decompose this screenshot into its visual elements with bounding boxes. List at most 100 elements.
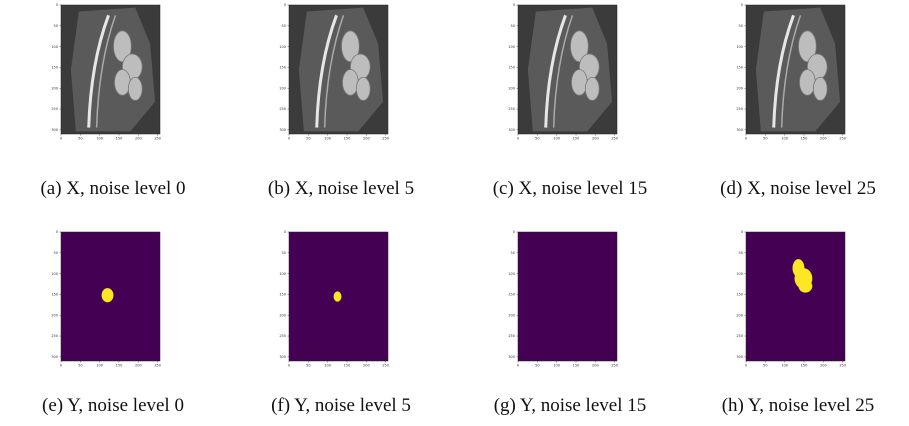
organ xyxy=(584,76,600,101)
x-tick-label: 50 xyxy=(763,137,767,141)
subfigure: 0 50 100 150 200 250 300 0 50 100 150 200 250 (h) Y, … xyxy=(722,230,875,416)
spine-edge xyxy=(95,15,117,128)
x-tick-label: 150 xyxy=(801,364,808,368)
spine-edge xyxy=(552,15,574,128)
x-tick-label: 250 xyxy=(611,364,618,368)
spine xyxy=(87,14,110,128)
x-tick-label: 0 xyxy=(517,137,519,141)
subfigure: 0 50 100 150 200 250 300 0 50 100 150 200 250 (a) X, … xyxy=(40,3,185,199)
y-tick-label: 300 xyxy=(51,355,58,359)
y-tick-label: 200 xyxy=(51,86,58,90)
y-tick-label: 150 xyxy=(736,293,743,297)
y-tick-label: 200 xyxy=(508,86,515,90)
caption: (f) Y, noise level 5 xyxy=(271,395,411,416)
body-region xyxy=(527,7,613,132)
y-tick-label: 100 xyxy=(736,272,743,276)
organ xyxy=(355,76,371,101)
y-tick-label: 250 xyxy=(51,334,58,338)
x-tick-label: 100 xyxy=(324,137,331,141)
x-tick-label: 50 xyxy=(535,137,539,141)
x-tick-label: 250 xyxy=(154,137,161,141)
y-tick-label: 150 xyxy=(279,66,286,70)
x-tick-label: 100 xyxy=(553,364,560,368)
y-tick-label: 0 xyxy=(741,3,743,7)
caption: (c) X, noise level 15 xyxy=(493,178,648,199)
y-tick-label: 50 xyxy=(511,251,515,255)
x-tick-label: 50 xyxy=(763,364,767,368)
y-tick-label: 150 xyxy=(508,66,515,70)
spine xyxy=(544,14,567,128)
y-tick-label: 0 xyxy=(284,3,286,7)
x-tick-label: 100 xyxy=(324,364,331,368)
y-tick-label: 250 xyxy=(51,107,58,111)
x-tick-label: 100 xyxy=(96,364,103,368)
y-tick-label: 250 xyxy=(508,107,515,111)
body-region xyxy=(755,7,841,132)
organ xyxy=(341,30,360,63)
subfigure: 0 50 100 150 200 250 300 0 50 100 150 200 250 (e) Y, … xyxy=(42,230,184,416)
x-tick-label: 0 xyxy=(60,364,62,368)
x-tick-label: 150 xyxy=(344,364,351,368)
organ xyxy=(799,69,816,96)
x-tick-label: 200 xyxy=(820,137,827,141)
y-tick-label: 0 xyxy=(56,3,58,7)
y-tick-label: 50 xyxy=(739,24,743,28)
y-tick-label: 300 xyxy=(279,128,286,132)
y-tick-label: 300 xyxy=(736,128,743,132)
axes-frame xyxy=(60,231,161,362)
organ xyxy=(570,30,589,63)
y-tick-label: 150 xyxy=(279,293,286,297)
caption: (g) Y, noise level 15 xyxy=(494,395,647,416)
y-tick-label: 0 xyxy=(513,3,515,7)
x-tick-label: 200 xyxy=(135,364,142,368)
axes-frame xyxy=(60,4,161,135)
spine-edge xyxy=(323,15,345,128)
y-tick-label: 200 xyxy=(508,313,515,317)
x-tick-label: 50 xyxy=(306,137,310,141)
subfigure: 0 50 100 150 200 250 300 0 50 100 150 200 250 (c) X, … xyxy=(493,3,648,199)
y-tick-label: 50 xyxy=(282,251,286,255)
axes-frame xyxy=(288,231,389,362)
x-tick-label: 200 xyxy=(820,364,827,368)
axes-frame xyxy=(745,231,846,362)
x-tick-label: 0 xyxy=(745,364,747,368)
axes-frame xyxy=(745,4,846,135)
x-tick-label: 250 xyxy=(839,137,846,141)
subfigure: 0 50 100 150 200 250 300 0 50 100 150 200 250 (f) Y, … xyxy=(271,230,411,416)
organ xyxy=(571,69,588,96)
caption: (a) X, noise level 0 xyxy=(40,178,185,199)
x-tick-label: 100 xyxy=(96,137,103,141)
y-tick-label: 200 xyxy=(279,86,286,90)
x-tick-label: 100 xyxy=(781,137,788,141)
y-tick-label: 200 xyxy=(279,313,286,317)
organ xyxy=(798,30,817,63)
mask-blob xyxy=(798,279,813,293)
y-tick-label: 50 xyxy=(282,24,286,28)
x-tick-label: 50 xyxy=(306,364,310,368)
y-tick-label: 300 xyxy=(279,355,286,359)
caption: (h) Y, noise level 25 xyxy=(722,395,875,416)
spine-edge xyxy=(780,15,802,128)
axes-frame xyxy=(517,4,618,135)
x-tick-label: 0 xyxy=(288,364,290,368)
y-tick-label: 100 xyxy=(51,45,58,49)
x-tick-label: 150 xyxy=(573,364,580,368)
spine xyxy=(772,14,795,128)
y-tick-label: 100 xyxy=(279,45,286,49)
y-tick-label: 300 xyxy=(508,355,515,359)
y-tick-label: 50 xyxy=(54,24,58,28)
x-tick-label: 250 xyxy=(382,137,389,141)
x-tick-label: 200 xyxy=(363,364,370,368)
x-tick-label: 200 xyxy=(363,137,370,141)
y-tick-label: 150 xyxy=(51,293,58,297)
caption: (d) X, noise level 25 xyxy=(720,178,876,199)
x-tick-label: 200 xyxy=(135,137,142,141)
organ xyxy=(114,69,131,96)
y-tick-label: 100 xyxy=(508,45,515,49)
mask-blob xyxy=(333,291,342,302)
y-tick-label: 300 xyxy=(51,128,58,132)
y-tick-label: 50 xyxy=(54,251,58,255)
y-tick-label: 250 xyxy=(508,334,515,338)
y-tick-label: 250 xyxy=(279,107,286,111)
